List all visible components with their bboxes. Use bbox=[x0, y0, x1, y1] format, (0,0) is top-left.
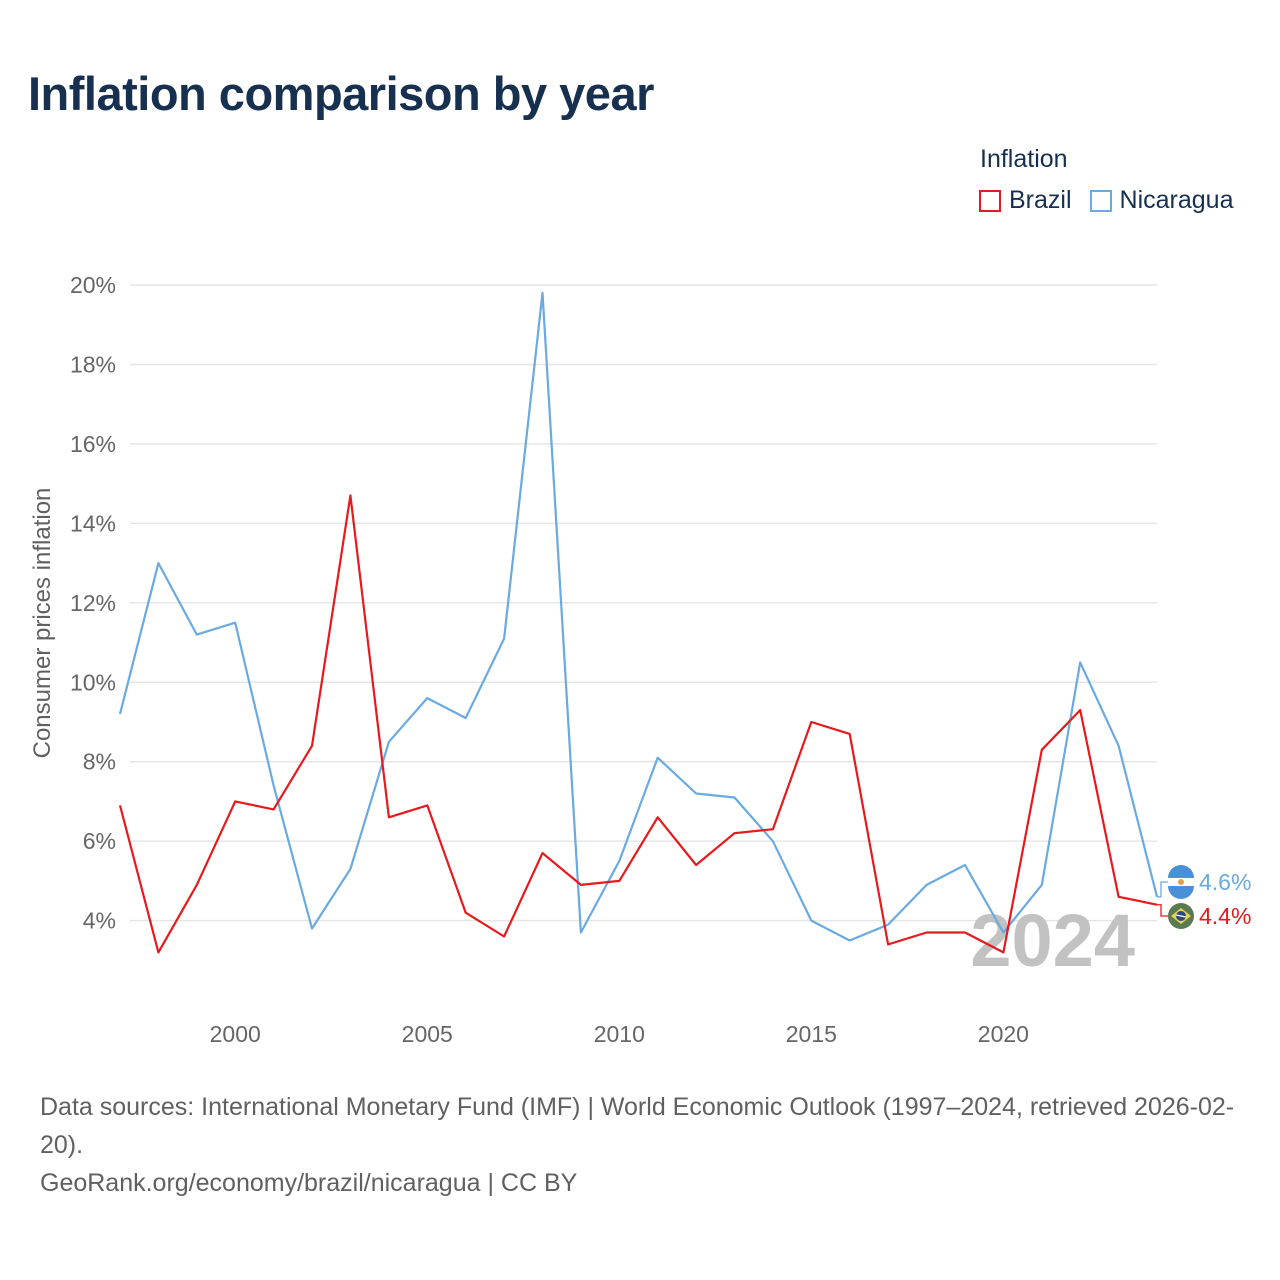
series-lines bbox=[118, 291, 1159, 954]
x-tick-label: 2015 bbox=[786, 1021, 837, 1047]
series-line-brazil[interactable] bbox=[118, 494, 1158, 954]
y-tick-label: 14% bbox=[70, 510, 116, 536]
credit-link[interactable]: GeoRank.org/economy/brazil/nicaragua | C… bbox=[40, 1169, 578, 1197]
x-axis-ticks: 2000 2005 2010 2015 2020 bbox=[210, 1021, 1029, 1047]
y-tick-label: 10% bbox=[70, 669, 116, 695]
legend-title: Inflation bbox=[980, 145, 1068, 173]
x-tick-label: 2005 bbox=[402, 1021, 453, 1047]
legend-label-brazil: Brazil bbox=[1009, 186, 1072, 214]
end-label-nicaragua: 4.6% bbox=[1199, 869, 1251, 895]
y-tick-label: 16% bbox=[70, 431, 116, 457]
y-tick-label: 12% bbox=[70, 590, 116, 616]
series-line-nicaragua[interactable] bbox=[118, 291, 1159, 942]
y-axis-ticks: 4% 6% 8% 10% 12% 14% 16% 18% 20% bbox=[70, 272, 116, 934]
nicaragua-flag-icon bbox=[1168, 865, 1194, 899]
line-chart: 4% 6% 8% 10% 12% 14% 16% 18% 20% 2000 2005 2010 201… bbox=[29, 272, 1251, 1047]
legend-item-brazil[interactable]: Brazil bbox=[979, 186, 1072, 215]
end-label-brazil: 4.4% bbox=[1199, 903, 1251, 929]
footer: Data sources: International Monetary Fun… bbox=[40, 1088, 1250, 1202]
y-tick-label: 20% bbox=[70, 272, 116, 298]
legend-swatch-brazil bbox=[979, 189, 1001, 212]
leader-line bbox=[1157, 904, 1169, 917]
x-tick-label: 2020 bbox=[978, 1021, 1029, 1047]
x-tick-label: 2010 bbox=[594, 1021, 645, 1047]
legend-label-nicaragua: Nicaragua bbox=[1119, 186, 1234, 214]
y-tick-label: 8% bbox=[83, 749, 116, 775]
legend: Brazil Nicaragua bbox=[979, 186, 1251, 215]
y-tick-label: 4% bbox=[83, 908, 116, 934]
x-tick-label: 2000 bbox=[210, 1021, 261, 1047]
legend-item-nicaragua[interactable]: Nicaragua bbox=[1089, 186, 1234, 215]
brazil-flag-icon bbox=[1168, 903, 1194, 929]
y-tick-label: 6% bbox=[83, 828, 116, 854]
y-axis-label: Consumer prices inflation bbox=[29, 488, 56, 759]
year-watermark: 2024 bbox=[970, 899, 1135, 982]
y-tick-label: 18% bbox=[70, 351, 116, 377]
end-labels: 4.6% 4.4% bbox=[1157, 865, 1251, 929]
chart-title: Inflation comparison by year bbox=[28, 67, 654, 120]
legend-swatch-nicaragua bbox=[1089, 189, 1112, 212]
leader-line bbox=[1157, 881, 1169, 898]
data-sources: Data sources: International Monetary Fun… bbox=[40, 1093, 1235, 1159]
